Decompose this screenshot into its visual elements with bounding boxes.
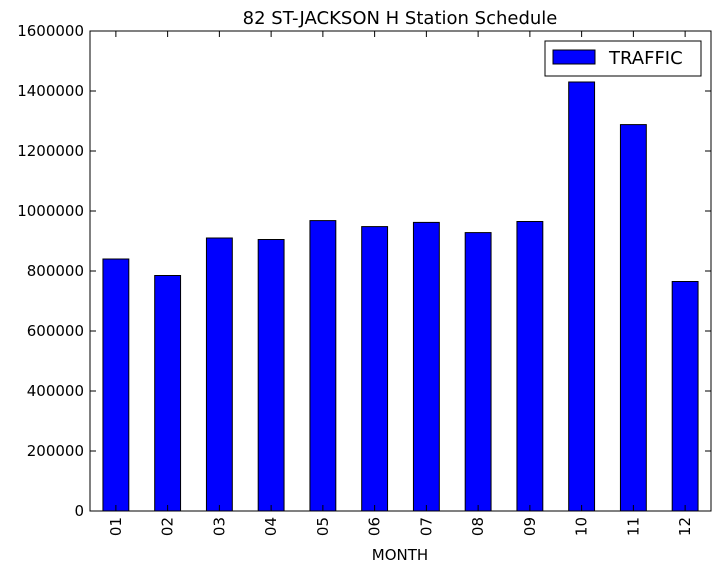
y-tick-label: 0 bbox=[74, 502, 84, 520]
x-tick-label: 09 bbox=[521, 517, 539, 536]
bar-05 bbox=[309, 220, 337, 512]
y-tick-label: 400000 bbox=[27, 382, 84, 400]
x-tick-label: 05 bbox=[314, 517, 332, 536]
bar-08 bbox=[464, 232, 492, 512]
plot-frame bbox=[89, 30, 712, 512]
y-tick-label: 1400000 bbox=[17, 82, 84, 100]
x-tick-label: 04 bbox=[262, 517, 280, 536]
y-tick-label: 200000 bbox=[27, 442, 84, 460]
x-tick-label: 11 bbox=[624, 517, 642, 536]
x-tick-label: 06 bbox=[366, 517, 384, 536]
y-tick-label: 1200000 bbox=[17, 142, 84, 160]
x-tick-label: 07 bbox=[417, 517, 435, 536]
y-tick-label: 600000 bbox=[27, 322, 84, 340]
x-tick-label: 02 bbox=[159, 517, 177, 536]
bar-02 bbox=[154, 275, 182, 512]
x-tick-label: 10 bbox=[573, 517, 591, 536]
bar-01 bbox=[102, 258, 130, 512]
legend: TRAFFIC bbox=[544, 40, 702, 77]
bar-03 bbox=[205, 237, 233, 512]
legend-label: TRAFFIC bbox=[608, 48, 683, 69]
chart-title: 82 ST-JACKSON H Station Schedule bbox=[243, 8, 558, 29]
bar-04 bbox=[257, 239, 285, 512]
bars-group bbox=[102, 81, 699, 512]
bar-09 bbox=[516, 221, 544, 512]
bar-12 bbox=[671, 281, 699, 512]
x-tick-label: 08 bbox=[469, 517, 487, 536]
bar-07 bbox=[412, 221, 440, 512]
x-tick-label: 01 bbox=[107, 517, 125, 536]
y-tick-label: 1000000 bbox=[17, 202, 84, 220]
bar-11 bbox=[619, 124, 647, 512]
y-tick-label: 1600000 bbox=[17, 22, 84, 40]
legend-swatch bbox=[552, 49, 596, 65]
x-tick-label: 12 bbox=[676, 517, 694, 536]
y-tick-label: 800000 bbox=[27, 262, 84, 280]
y-axis: 0 200000 400000 600000 800000 1000000 1200000 1… bbox=[17, 22, 711, 520]
x-tick-label: 03 bbox=[210, 517, 228, 536]
x-axis-label: MONTH bbox=[372, 546, 428, 564]
bar-10 bbox=[568, 81, 596, 512]
bar-06 bbox=[361, 226, 389, 512]
x-axis: 01 02 03 04 05 06 07 08 09 10 11 12 bbox=[107, 31, 694, 536]
